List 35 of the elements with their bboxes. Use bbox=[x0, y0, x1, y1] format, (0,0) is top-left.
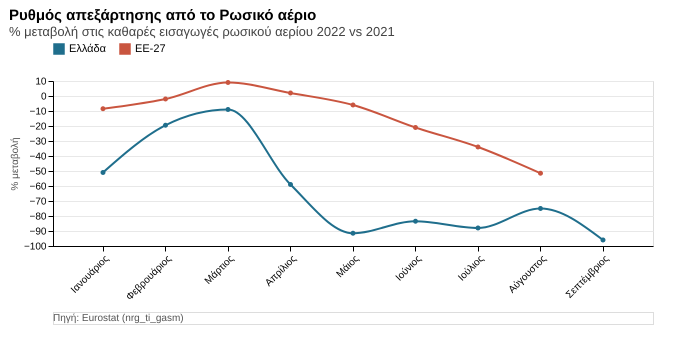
y-tick-label: −60 bbox=[30, 182, 47, 192]
point bbox=[288, 182, 293, 187]
chart-title: Ρυθμός απεξάρτησης από το Ρωσικό αέριο bbox=[8, 7, 316, 24]
y-tick-label: −50 bbox=[30, 166, 47, 178]
point bbox=[538, 170, 543, 176]
point bbox=[538, 206, 543, 211]
y-tick-label: −100 bbox=[24, 242, 47, 252]
point bbox=[476, 226, 480, 230]
text: Πηγή: Eurostat (nrg_ti_gasm) bbox=[53, 313, 184, 324]
y-tick-label: −80 bbox=[30, 212, 47, 222]
legend-label: Ελλάδα bbox=[69, 43, 107, 55]
point bbox=[476, 144, 480, 150]
point bbox=[600, 238, 606, 242]
y-axis-title: % μεταβολή bbox=[10, 137, 21, 191]
y-tick-label: −20 bbox=[30, 122, 47, 132]
legend-label: ΕΕ-27 bbox=[135, 43, 166, 55]
y-tick-label: −30 bbox=[30, 136, 47, 148]
point bbox=[163, 122, 168, 128]
point bbox=[100, 106, 106, 112]
y-tick-label: 10 bbox=[35, 76, 47, 88]
point bbox=[226, 80, 230, 85]
y-tick-label: −40 bbox=[30, 152, 47, 162]
chart-subtitle: % μεταβολή στις καθαρές εισαγωγές ρωσικού αερίου 2022 vs 2021 bbox=[8, 24, 395, 39]
y-tick-label: −70 bbox=[30, 196, 47, 208]
point bbox=[226, 107, 230, 112]
y-tick-label: 0 bbox=[40, 92, 47, 102]
point bbox=[163, 96, 168, 102]
point bbox=[350, 230, 356, 236]
point bbox=[100, 170, 106, 175]
point bbox=[350, 102, 356, 108]
point bbox=[413, 125, 418, 130]
point bbox=[413, 218, 418, 224]
y-tick-label: −10 bbox=[30, 106, 47, 118]
y-tick-label: −90 bbox=[30, 226, 47, 238]
point bbox=[288, 90, 293, 96]
